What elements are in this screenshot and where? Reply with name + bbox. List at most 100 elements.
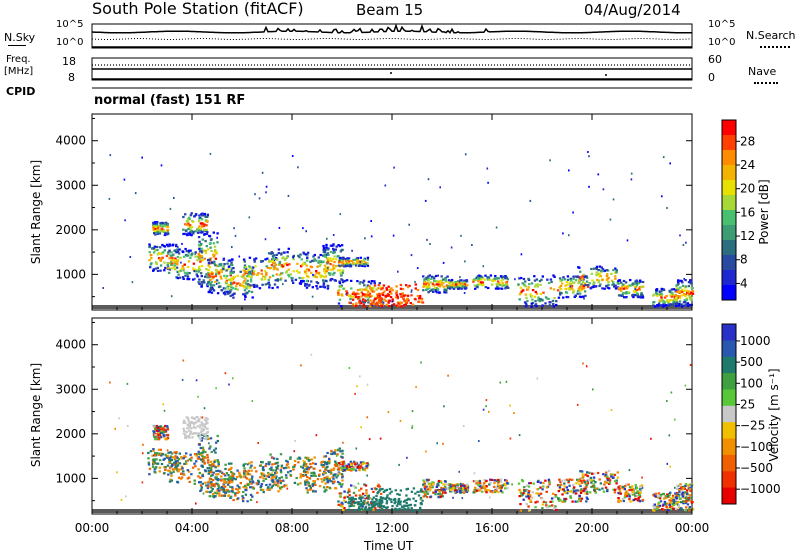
power-echo-cell [177,274,179,276]
power-echo-cell [549,304,551,306]
power-echo-cell [214,249,216,251]
velocity-echo-cell [167,452,169,454]
velocity-echo-cell [379,499,381,501]
power-echo-cell [209,243,211,245]
power-echo-cell [279,274,281,276]
velocity-echo-cell [560,484,562,486]
power-echo-cell [640,286,642,288]
velocity-colorbar-segment [722,340,736,357]
power-echo-cell [522,282,524,284]
power-colorbar-segment [722,255,736,271]
power-echo-cell [164,245,166,247]
velocity-echo-cell [207,462,209,464]
velocity-echo-cell [561,480,563,482]
power-sparse-cell [132,281,134,283]
velocity-echo-cell [543,501,545,503]
power-echo-cell [215,269,217,271]
velocity-colorbar-segment [722,373,736,390]
velocity-echo-cell [364,496,366,498]
velocity-echo-cell [169,470,171,472]
velocity-echo-cell [504,487,506,489]
power-echo-cell [206,245,208,247]
power-echo-cell [365,287,367,289]
power-echo-cell [534,280,536,282]
velocity-echo-cell [675,508,677,510]
power-echo-cell [230,264,232,266]
power-echo-cell [502,276,504,278]
velocity-echo-cell [569,495,571,497]
power-echo-cell [442,286,444,288]
velocity-sparse-cell [669,434,671,436]
power-echo-cell [243,269,245,271]
power-echo-cell [171,257,173,259]
velocity-echo-cell [331,469,333,471]
velocity-echo-cell [354,502,356,504]
velocity-echo-cell [247,483,249,485]
power-echo-cell [356,280,358,282]
power-sparse-cell [216,237,218,239]
power-echo-cell [208,262,210,264]
power-echo-cell [574,295,576,297]
velocity-echo-cell [184,436,186,438]
power-echo-cell [532,289,534,291]
power-echo-cell [341,244,343,246]
power-echo-cell [636,280,638,282]
velocity-echo-cell [634,495,636,497]
velocity-echo-cell [251,496,253,498]
power-echo-cell [433,276,435,278]
velocity-sparse-cell [121,499,123,501]
power-echo-cell [377,287,379,289]
velocity-sparse-cell [252,400,254,402]
power-echo-cell [690,282,692,284]
power-echo-cell [213,242,215,244]
power-echo-cell [688,281,690,283]
power-echo-cell [264,278,266,280]
velocity-echo-cell [184,434,186,436]
power-echo-cell [288,263,290,265]
power-echo-cell [412,304,414,306]
velocity-echo-cell [396,509,398,511]
power-echo-cell [607,284,609,286]
velocity-echo-cell [614,491,616,493]
power-echo-cell [557,289,559,291]
power-echo-cell [358,301,360,303]
velocity-echo-cell [440,496,442,498]
velocity-echo-cell [341,453,343,455]
power-echo-cell [317,282,319,284]
power-sparse-cell [233,227,235,229]
power-echo-cell [449,288,451,290]
velocity-echo-cell [172,456,174,458]
velocity-echo-cell [310,472,312,474]
velocity-echo-cell [407,507,409,509]
velocity-sparse-cell [388,411,390,413]
velocity-echo-cell [340,467,342,469]
velocity-echo-cell [529,509,531,511]
velocity-sparse-cell [116,471,118,473]
velocity-echo-cell [381,508,383,510]
power-echo-cell [188,250,190,252]
velocity-echo-cell [663,498,665,500]
power-echo-cell [210,250,212,252]
velocity-echo-cell [411,507,413,509]
power-echo-cell [671,292,673,294]
power-echo-cell [268,282,270,284]
power-sparse-cell [411,254,413,256]
velocity-echo-cell [544,480,546,482]
power-echo-cell [324,272,326,274]
velocity-echo-cell [593,486,595,488]
power-echo-cell [179,257,181,259]
velocity-echo-cell [546,506,548,508]
power-echo-cell [187,276,189,278]
power-echo-cell [531,306,533,308]
velocity-echo-cell [669,492,671,494]
velocity-echo-cell [280,480,282,482]
velocity-echo-cell [231,490,233,492]
power-echo-cell [591,280,593,282]
power-echo-cell [520,287,522,289]
velocity-echo-cell [224,468,226,470]
power-echo-cell [177,261,179,263]
power-sparse-cell [459,276,461,278]
velocity-sparse-cell [151,455,153,457]
power-echo-cell [250,280,252,282]
velocity-echo-cell [628,489,630,491]
